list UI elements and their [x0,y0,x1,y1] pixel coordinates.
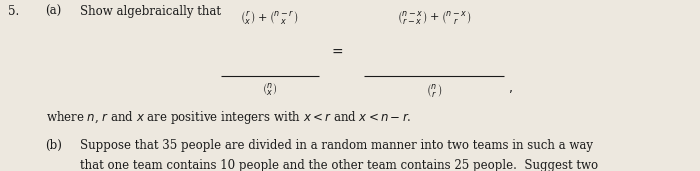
Text: $\binom{n-x}{r-x}+\binom{n-x}{r}$: $\binom{n-x}{r-x}+\binom{n-x}{r}$ [397,9,471,25]
Text: Suppose that 35 people are divided in a random manner into two teams in such a w: Suppose that 35 people are divided in a … [80,139,594,152]
Text: that one team contains 10 people and the other team contains 25 people.  Suggest: that one team contains 10 people and the… [80,159,598,171]
Text: (a): (a) [46,5,62,18]
Text: $\binom{r}{x}+\binom{n-r}{x}$: $\binom{r}{x}+\binom{n-r}{x}$ [240,9,299,25]
Text: where $n$, $r$ and $x$ are positive integers with $x < r$ and $x < n - r$.: where $n$, $r$ and $x$ are positive inte… [46,109,411,126]
Text: (b): (b) [46,139,62,152]
Text: $\binom{n}{r}$: $\binom{n}{r}$ [426,82,442,99]
Text: $\binom{n}{x}$: $\binom{n}{x}$ [262,82,277,98]
Text: $=$: $=$ [328,44,344,58]
Text: Show algebraically that: Show algebraically that [80,5,221,18]
Text: $,$: $,$ [508,82,512,95]
Text: 5.: 5. [8,5,20,18]
